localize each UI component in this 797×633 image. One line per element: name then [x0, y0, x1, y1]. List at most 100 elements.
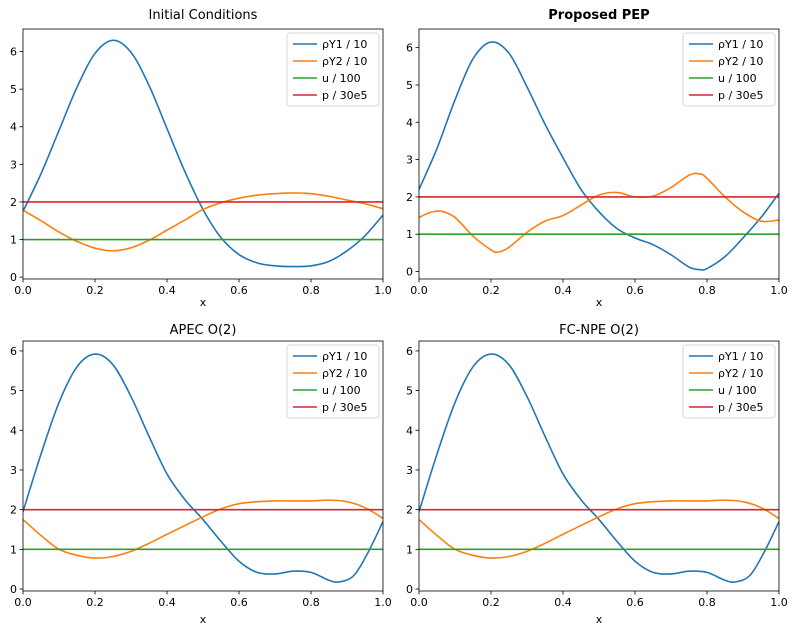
- legend-label-rhoY2: ρY2 / 10: [322, 55, 367, 68]
- x-tick-label: 0.4: [158, 284, 176, 297]
- plot-lines: [23, 353, 383, 584]
- x-tick-label: 0.8: [302, 596, 320, 609]
- y-tick-label: 0: [10, 583, 17, 596]
- legend-box: [286, 344, 380, 419]
- x-tick-label: 0.0: [410, 596, 428, 609]
- axis-ticks: 0.0 0.2 0.4 0.6 0.8 1.0 0 1 2 3 4 5 6: [406, 42, 788, 297]
- legend-box: [286, 32, 380, 107]
- x-tick-label: 0.2: [86, 596, 104, 609]
- x-tick-label: 0.2: [482, 596, 500, 609]
- panel-title: FC-NPE O(2): [559, 323, 639, 338]
- x-tick-label: 1.0: [770, 284, 788, 297]
- legend-label-u: u / 100: [718, 384, 757, 397]
- y-tick-label: 6: [406, 345, 413, 358]
- x-axis-label: x: [596, 296, 603, 309]
- y-tick-label: 1: [10, 543, 17, 556]
- x-tick-label: 0.0: [14, 284, 32, 297]
- axes-frame: [418, 340, 780, 592]
- x-axis-label: x: [200, 613, 207, 626]
- x-tick-label: 0.8: [698, 284, 716, 297]
- y-tick-label: 3: [406, 464, 413, 477]
- y-tick-label: 1: [406, 228, 413, 241]
- y-tick-label: 0: [406, 583, 413, 596]
- legend: ρY1 / 10 ρY2 / 10 u / 100 p / 30e5: [286, 32, 380, 107]
- x-tick-label: 1.0: [770, 596, 788, 609]
- y-tick-label: 1: [10, 234, 17, 247]
- legend-label-rhoY2: ρY2 / 10: [322, 367, 367, 380]
- plot-lines: [419, 353, 779, 584]
- y-tick-label: 3: [10, 158, 17, 171]
- y-tick-label: 2: [406, 504, 413, 517]
- series-line-rhoY1: [23, 353, 383, 584]
- legend: ρY1 / 10 ρY2 / 10 u / 100 p / 30e5: [682, 344, 776, 419]
- axis-ticks: 0.0 0.2 0.4 0.6 0.8 1.0 0 1 2 3 4 5 6: [406, 345, 788, 609]
- series-line-rhoY2: [23, 499, 383, 559]
- x-tick-label: 0.6: [626, 284, 644, 297]
- y-tick-label: 2: [10, 504, 17, 517]
- x-axis-label: x: [200, 296, 207, 309]
- y-tick-label: 6: [10, 46, 17, 59]
- y-tick-label: 0: [10, 271, 17, 284]
- legend-label-rhoY1: ρY1 / 10: [718, 350, 763, 363]
- legend: ρY1 / 10 ρY2 / 10 u / 100 p / 30e5: [682, 32, 776, 107]
- panel-proposed-pep: Proposed PEP 0.0 0.2 0.4 0.6 0.8 1.0 0 1 2 3 4 5 6 x…: [406, 8, 788, 309]
- plot-lines: [419, 41, 779, 271]
- y-tick-label: 5: [406, 385, 413, 398]
- axes-frame: [418, 28, 780, 280]
- panel-title: APEC O(2): [170, 323, 237, 338]
- legend-label-u: u / 100: [322, 72, 361, 85]
- x-tick-label: 0.4: [158, 596, 176, 609]
- x-tick-label: 0.0: [410, 284, 428, 297]
- legend-label-u: u / 100: [322, 384, 361, 397]
- legend: ρY1 / 10 ρY2 / 10 u / 100 p / 30e5: [286, 344, 380, 419]
- legend-label-p: p / 30e5: [718, 89, 763, 102]
- panel-apec: APEC O(2) 0.0 0.2 0.4 0.6 0.8 1.0 0 1 2 3 4 5 6 x ρY…: [10, 323, 392, 626]
- legend-label-rhoY2: ρY2 / 10: [718, 367, 763, 380]
- y-tick-label: 6: [10, 345, 17, 358]
- legend-label-rhoY1: ρY1 / 10: [322, 38, 367, 51]
- y-tick-label: 2: [406, 191, 413, 204]
- legend-label-rhoY1: ρY1 / 10: [322, 350, 367, 363]
- legend-label-rhoY1: ρY1 / 10: [718, 38, 763, 51]
- legend-label-u: u / 100: [718, 72, 757, 85]
- axis-ticks: 0.0 0.2 0.4 0.6 0.8 1.0 0 1 2 3 4 5 6: [10, 345, 392, 609]
- series-line-rhoY1: [419, 353, 779, 584]
- x-tick-label: 0.6: [230, 596, 248, 609]
- x-tick-label: 0.4: [554, 284, 572, 297]
- y-tick-label: 3: [10, 464, 17, 477]
- y-tick-label: 4: [406, 424, 413, 437]
- plot-lines: [23, 39, 383, 268]
- y-tick-label: 4: [406, 116, 413, 129]
- legend-label-p: p / 30e5: [322, 89, 367, 102]
- y-tick-label: 0: [406, 266, 413, 279]
- y-tick-label: 5: [10, 83, 17, 96]
- axis-ticks: 0.0 0.2 0.4 0.6 0.8 1.0 0 1 2 3 4 5 6: [10, 46, 392, 297]
- panel-initial-conditions: Initial Conditions 0.0 0.2 0.4 0.6 0.8 1.0 0 1 2…: [10, 8, 392, 309]
- y-tick-label: 1: [406, 543, 413, 556]
- y-tick-label: 3: [406, 154, 413, 167]
- x-tick-label: 0.4: [554, 596, 572, 609]
- legend-label-rhoY2: ρY2 / 10: [718, 55, 763, 68]
- series-line-rhoY1: [419, 41, 779, 271]
- x-tick-label: 0.8: [698, 596, 716, 609]
- x-tick-label: 0.2: [86, 284, 104, 297]
- x-tick-label: 0.0: [14, 596, 32, 609]
- y-tick-label: 4: [10, 121, 17, 134]
- panel-title: Initial Conditions: [149, 8, 258, 23]
- x-tick-label: 1.0: [374, 284, 392, 297]
- x-axis-label: x: [596, 613, 603, 626]
- x-tick-label: 1.0: [374, 596, 392, 609]
- y-tick-label: 4: [10, 424, 17, 437]
- legend-box: [682, 32, 776, 107]
- y-tick-label: 2: [10, 196, 17, 209]
- x-tick-label: 0.6: [230, 284, 248, 297]
- series-line-rhoY2: [23, 192, 383, 252]
- axes-frame: [22, 340, 384, 592]
- y-tick-label: 6: [406, 42, 413, 55]
- y-tick-label: 5: [406, 79, 413, 92]
- axes-frame: [22, 28, 384, 280]
- legend-label-p: p / 30e5: [718, 401, 763, 414]
